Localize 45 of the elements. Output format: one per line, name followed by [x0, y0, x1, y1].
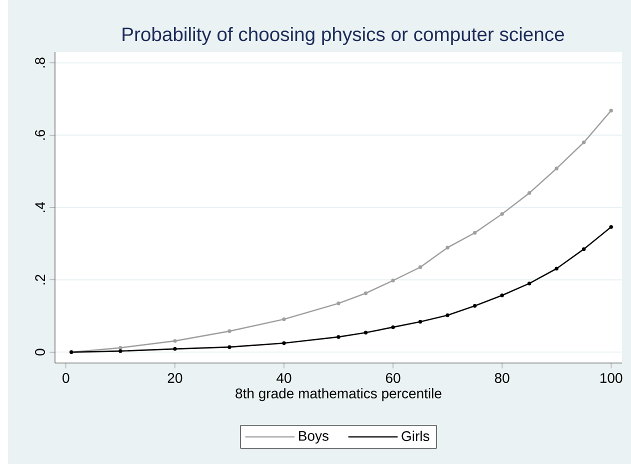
point	[418, 320, 422, 324]
point	[418, 265, 422, 270]
point	[118, 349, 122, 353]
point	[336, 335, 340, 339]
y-tick-label: .2	[35, 274, 45, 284]
point	[500, 294, 504, 298]
chart-title: Probability of choosing physics or computer science	[122, 26, 564, 46]
point	[554, 166, 558, 170]
point	[173, 339, 177, 343]
point	[446, 246, 450, 250]
point	[500, 212, 504, 216]
x-tick-label: 100	[600, 373, 622, 383]
x-tick-label: 0	[62, 373, 70, 383]
point	[582, 140, 586, 144]
y-tick-label: .4	[35, 202, 45, 212]
point	[391, 325, 395, 330]
point	[582, 247, 586, 251]
point	[446, 313, 450, 318]
point	[609, 108, 613, 112]
point	[364, 291, 368, 296]
x-axis-title: 8th grade mathematics percentile	[236, 388, 442, 402]
x-tick-label: 20	[168, 373, 182, 383]
point	[282, 317, 286, 322]
point	[609, 225, 613, 229]
point	[472, 304, 477, 308]
point	[228, 329, 232, 334]
point	[118, 346, 122, 350]
legend-label: Boys	[299, 431, 328, 444]
point	[472, 230, 477, 235]
y-tick-label: .6	[35, 130, 45, 140]
point	[554, 266, 558, 270]
point	[282, 341, 286, 345]
legend-label: Girls	[402, 430, 430, 442]
x-tick-label: 40	[276, 373, 292, 383]
point	[364, 330, 368, 334]
point	[336, 301, 340, 306]
x-tick-label: 60	[386, 373, 400, 383]
x-tick-label: 80	[494, 373, 510, 383]
point	[527, 191, 532, 195]
point	[391, 278, 395, 282]
point	[173, 347, 177, 351]
point	[228, 345, 232, 349]
y-tick-label: .8	[35, 58, 45, 68]
y-tick-label: 0	[35, 348, 45, 356]
point	[527, 282, 532, 286]
